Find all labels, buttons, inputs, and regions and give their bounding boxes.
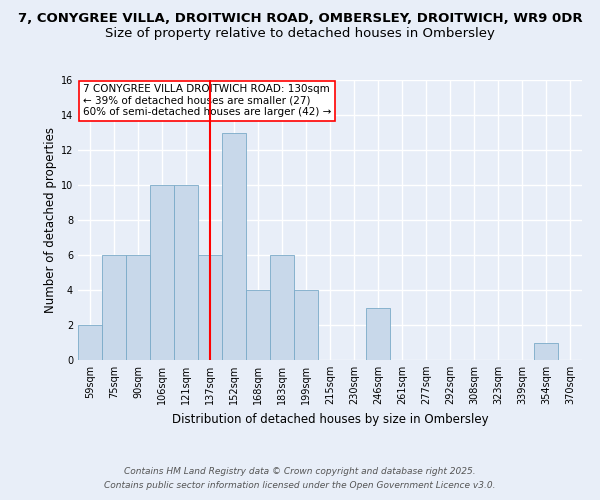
Text: Contains HM Land Registry data © Crown copyright and database right 2025.: Contains HM Land Registry data © Crown c… <box>124 468 476 476</box>
Bar <box>366 308 390 360</box>
Text: Size of property relative to detached houses in Ombersley: Size of property relative to detached ho… <box>105 28 495 40</box>
Text: Contains public sector information licensed under the Open Government Licence v3: Contains public sector information licen… <box>104 481 496 490</box>
Bar <box>174 185 198 360</box>
Text: 7, CONYGREE VILLA, DROITWICH ROAD, OMBERSLEY, DROITWICH, WR9 0DR: 7, CONYGREE VILLA, DROITWICH ROAD, OMBER… <box>17 12 583 26</box>
Bar <box>534 342 558 360</box>
Bar <box>150 185 174 360</box>
Bar <box>126 255 150 360</box>
Bar <box>222 132 246 360</box>
Text: 7 CONYGREE VILLA DROITWICH ROAD: 130sqm
← 39% of detached houses are smaller (27: 7 CONYGREE VILLA DROITWICH ROAD: 130sqm … <box>83 84 331 117</box>
Bar <box>198 255 222 360</box>
Bar <box>246 290 270 360</box>
X-axis label: Distribution of detached houses by size in Ombersley: Distribution of detached houses by size … <box>172 412 488 426</box>
Bar <box>102 255 126 360</box>
Y-axis label: Number of detached properties: Number of detached properties <box>44 127 56 313</box>
Bar <box>270 255 294 360</box>
Bar <box>78 325 102 360</box>
Bar <box>294 290 318 360</box>
